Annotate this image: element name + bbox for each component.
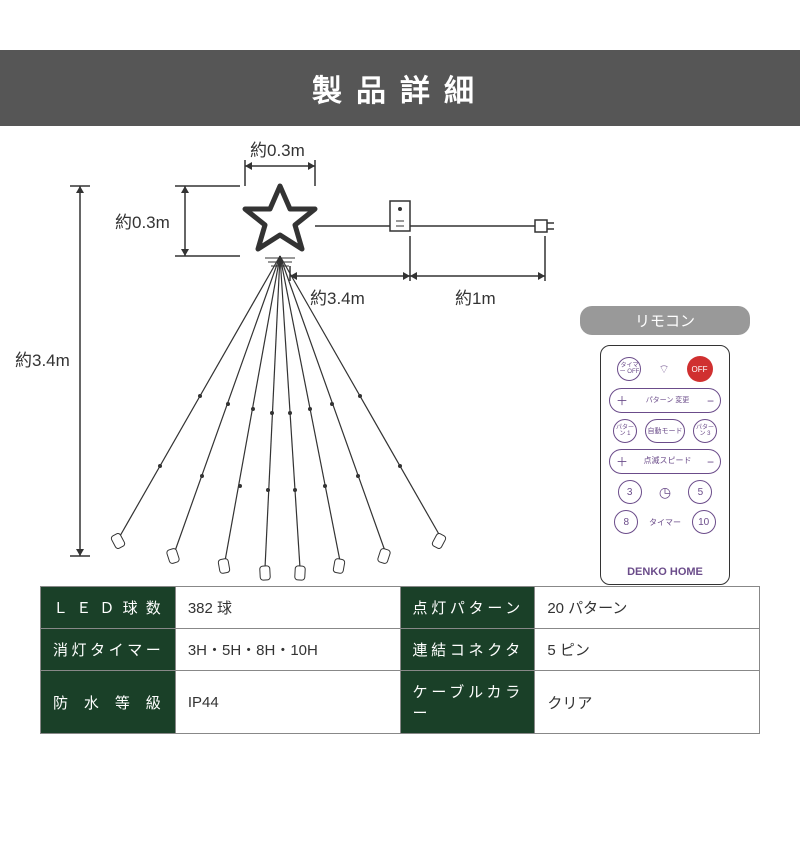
product-diagram: 約0.3m 約0.3m 約3.4m 約3.4m 約1m リモコン タイマー OF… [0,136,800,586]
spec-value: 382 球 [175,587,400,629]
spec-value: 3H・5H・8H・10H [175,629,400,671]
remote-speed-pill: ＋ 点滅スピード − [609,449,721,474]
spec-header: ＬＥＤ球数 [41,587,176,629]
spec-value: IP44 [175,671,400,734]
table-row: ＬＥＤ球数 382 球 点灯パターン 20 パターン [41,587,760,629]
timer-10-button[interactable]: 10 [692,510,716,534]
remote-label: リモコン [580,306,750,335]
remote-body: タイマー OFF ⌔ OFF ＋ パターン 変更 − パターン 1 自動モード … [600,345,730,585]
remote-pattern-pill: ＋ パターン 変更 − [609,388,721,413]
table-row: 消灯タイマー 3H・5H・8H・10H 連結コネクタ 5 ピン [41,629,760,671]
plus-button[interactable]: ＋ [616,392,628,409]
dim-total-height: 約3.4m [15,346,70,371]
spec-header: 防水等級 [41,671,176,734]
dim-star-height: 約0.3m [115,208,170,233]
timer-label: タイマー [649,517,681,528]
dim-strand-length: 約3.4m [310,284,365,309]
spec-header: 消灯タイマー [41,629,176,671]
minus-button[interactable]: − [707,394,714,408]
speed-plus-button[interactable]: ＋ [616,453,628,470]
remote-timer-off-button[interactable]: タイマー OFF [617,357,641,381]
timer-3-button[interactable]: 3 [618,480,642,504]
spec-value: クリア [535,671,760,734]
pattern1-button[interactable]: パターン 1 [613,419,637,443]
dim-star-width: 約0.3m [250,136,305,161]
timer-8-button[interactable]: 8 [614,510,638,534]
page-title-banner: 製品詳細 [0,50,800,126]
timer-5-button[interactable]: 5 [688,480,712,504]
auto-mode-button[interactable]: 自動モード [645,419,685,443]
table-row: 防水等級 IP44 ケーブルカラー クリア [41,671,760,734]
remote-off-button[interactable]: OFF [687,356,713,382]
wifi-icon: ⌔ [658,362,669,377]
pattern-change-label: パターン 変更 [646,397,690,405]
speed-label: 点滅スピード [644,457,692,466]
pattern3-button[interactable]: パターン 3 [693,419,717,443]
speed-minus-button[interactable]: − [707,455,714,469]
spec-value: 20 パターン [535,587,760,629]
page-title: 製品詳細 [312,75,488,108]
spec-header: ケーブルカラー [400,671,535,734]
dim-cord-length: 約1m [455,284,496,309]
spec-table: ＬＥＤ球数 382 球 点灯パターン 20 パターン 消灯タイマー 3H・5H・… [40,586,760,734]
spec-value: 5 ピン [535,629,760,671]
remote-section: リモコン タイマー OFF ⌔ OFF ＋ パターン 変更 − パターン 1 自… [580,306,750,585]
spec-header: 点灯パターン [400,587,535,629]
spec-header: 連結コネクタ [400,629,535,671]
clock-icon: ◷ [659,484,671,501]
remote-brand: DENKO HOME [601,566,729,578]
